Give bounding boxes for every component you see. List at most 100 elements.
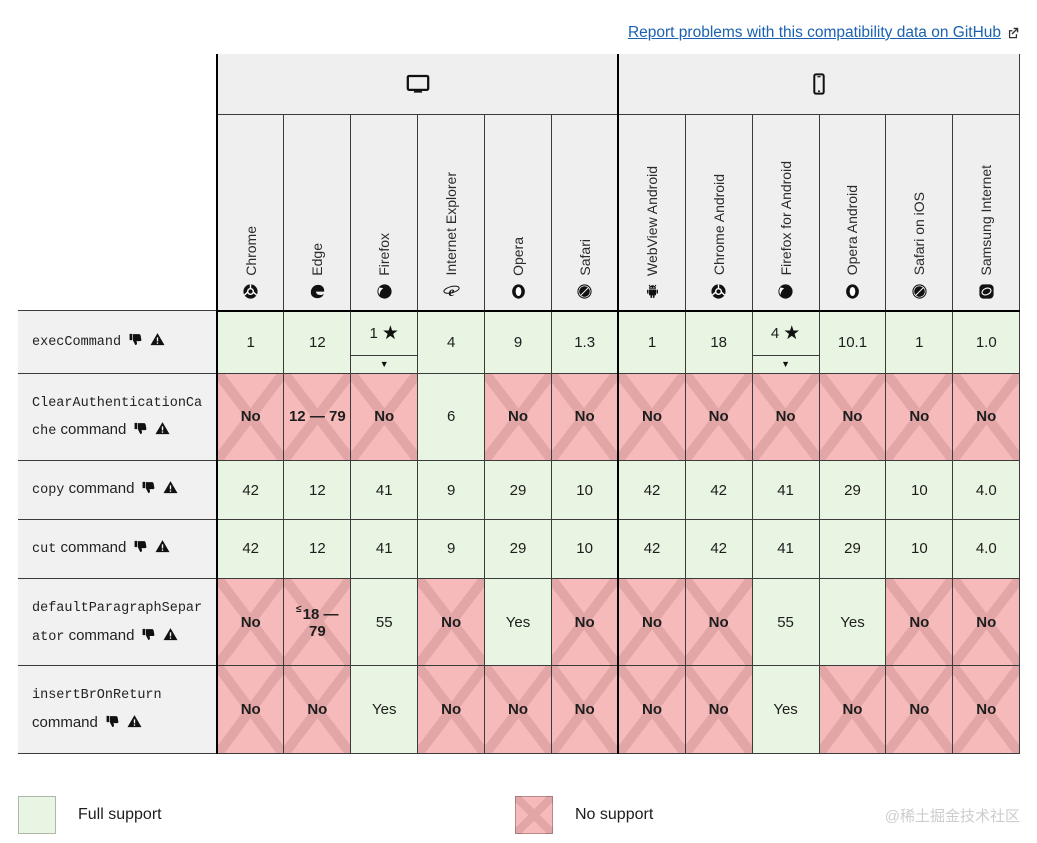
support-value: No bbox=[842, 408, 863, 426]
support-value: 1 bbox=[915, 333, 924, 351]
support-value: 9 bbox=[446, 481, 456, 499]
support-cell: No bbox=[952, 372, 1021, 462]
support-cell: No bbox=[550, 372, 619, 462]
browser-label: WebView Android bbox=[644, 165, 661, 276]
thumbs-down-icon bbox=[105, 711, 120, 739]
support-value: No bbox=[708, 408, 729, 426]
legend: Full support No support bbox=[18, 796, 885, 835]
support-value: 42 bbox=[242, 481, 260, 499]
corner-cell bbox=[18, 54, 217, 114]
support-value: 4.0 bbox=[975, 540, 997, 558]
browser-header-samsung-internet: Samsung Internet bbox=[952, 113, 1021, 312]
support-cell: 12 bbox=[283, 310, 352, 374]
support-value: 1 bbox=[246, 333, 255, 351]
support-cell: No bbox=[684, 665, 753, 755]
support-value: 6 bbox=[446, 408, 456, 426]
support-cell: No bbox=[484, 372, 552, 462]
support-value: 29 bbox=[844, 540, 861, 558]
support-cell: No bbox=[283, 665, 352, 755]
support-value: No bbox=[909, 613, 930, 631]
feature-row: insertBrOnReturn command No No Yes No No No No N… bbox=[18, 665, 1021, 755]
support-value: No bbox=[240, 701, 261, 719]
desktop-icon bbox=[405, 74, 431, 93]
mobile-icon bbox=[807, 73, 831, 95]
warning-icon bbox=[127, 711, 142, 739]
support-value: 55 bbox=[375, 613, 393, 631]
feature-row: execCommand 1 12 1 ★ ▼ 4 9 1.3 1 18 4 ★ ▼ 10.1 1 1.0 bbox=[18, 310, 1021, 374]
report-problems-link[interactable]: Report problems with this compatibility … bbox=[628, 24, 1020, 42]
support-value: 41 bbox=[375, 540, 393, 558]
browser-label: Internet Explorer bbox=[443, 172, 460, 276]
support-cell: 18 bbox=[684, 310, 753, 374]
support-cell: Yes bbox=[818, 577, 887, 667]
legend-swatch-none bbox=[515, 796, 553, 835]
history-expander-button[interactable]: ▼ bbox=[351, 354, 418, 373]
support-cell: Yes bbox=[350, 665, 419, 755]
feature-text: command bbox=[64, 626, 135, 644]
browser-label: Firefox bbox=[376, 232, 393, 276]
support-value: 1.3 bbox=[574, 333, 596, 351]
support-value: No bbox=[441, 701, 462, 719]
feature-label: cut command bbox=[18, 518, 218, 579]
support-cell: 10 bbox=[885, 518, 954, 579]
support-value: 29 bbox=[844, 481, 861, 499]
footnote-star-icon: ★ bbox=[381, 322, 399, 344]
thumbs-down-icon bbox=[133, 418, 148, 446]
svg-text:e: e bbox=[448, 283, 454, 298]
browser-header-firefox-android: Firefox for Android bbox=[751, 113, 820, 312]
support-cell: No bbox=[952, 665, 1021, 755]
browser-label: Opera Android bbox=[844, 185, 861, 276]
support-cell: No bbox=[417, 577, 486, 667]
firefox-icon bbox=[777, 283, 794, 300]
browser-label: Samsung Internet bbox=[978, 164, 995, 276]
support-cell: 4 ★ ▼ bbox=[751, 310, 820, 374]
browser-header-chrome-android: Chrome Android bbox=[684, 113, 753, 312]
support-cell: 42 bbox=[684, 460, 753, 520]
support-cell: No bbox=[617, 372, 686, 462]
browser-label: Chrome Android bbox=[710, 174, 727, 276]
browser-header-chrome: Chrome bbox=[216, 113, 285, 312]
support-cell: 42 bbox=[684, 518, 753, 579]
feature-label: copy command bbox=[18, 460, 218, 520]
feature-code: execCommand bbox=[32, 334, 122, 350]
support-cell: No bbox=[684, 577, 753, 667]
feature-code: ClearAuthenticationCache bbox=[32, 395, 203, 440]
support-value: 4.0 bbox=[975, 481, 997, 499]
support-value: 10 bbox=[576, 540, 593, 558]
support-value: 10 bbox=[911, 540, 928, 558]
chrome-icon bbox=[242, 283, 259, 300]
support-value: 1 bbox=[647, 333, 657, 351]
support-cell: 29 bbox=[484, 460, 552, 520]
support-cell: No bbox=[350, 372, 419, 462]
thumbs-down-icon bbox=[141, 477, 156, 505]
support-value: 4 bbox=[446, 333, 456, 351]
support-cell: No bbox=[818, 665, 887, 755]
support-value: 29 bbox=[509, 481, 527, 499]
browser-header-row: Chrome Edge Firefox Internet Explorer e Opera… bbox=[18, 113, 1021, 312]
support-cell: 41 bbox=[751, 518, 820, 579]
support-value: ≤18 — 79 bbox=[296, 603, 339, 640]
safari-icon bbox=[576, 283, 593, 300]
feature-text: command bbox=[56, 421, 127, 439]
support-value: No bbox=[508, 408, 528, 426]
feature-text: command bbox=[32, 714, 98, 732]
support-cell: 29 bbox=[818, 460, 887, 520]
support-cell: 10 bbox=[885, 460, 954, 520]
history-expander-button[interactable]: ▼ bbox=[752, 354, 819, 373]
browser-label: Firefox for Android bbox=[777, 161, 794, 276]
feature-code: defaultParagraphSeparator bbox=[32, 600, 203, 645]
support-cell: 1 bbox=[216, 310, 285, 374]
feature-code: insertBrOnReturn bbox=[32, 688, 162, 704]
legend-label: No support bbox=[575, 806, 654, 824]
support-value: No bbox=[508, 701, 528, 719]
footnote-star-icon: ★ bbox=[783, 322, 801, 344]
support-value: No bbox=[775, 408, 796, 426]
support-cell: No bbox=[617, 577, 686, 667]
ie-icon: e bbox=[443, 283, 460, 300]
support-value: No bbox=[240, 408, 261, 426]
support-value: Yes bbox=[840, 613, 865, 631]
watermark: @稀土掘金技术社区 bbox=[884, 807, 1020, 825]
support-value: 1 bbox=[369, 324, 378, 342]
support-cell: 4 bbox=[417, 310, 486, 374]
